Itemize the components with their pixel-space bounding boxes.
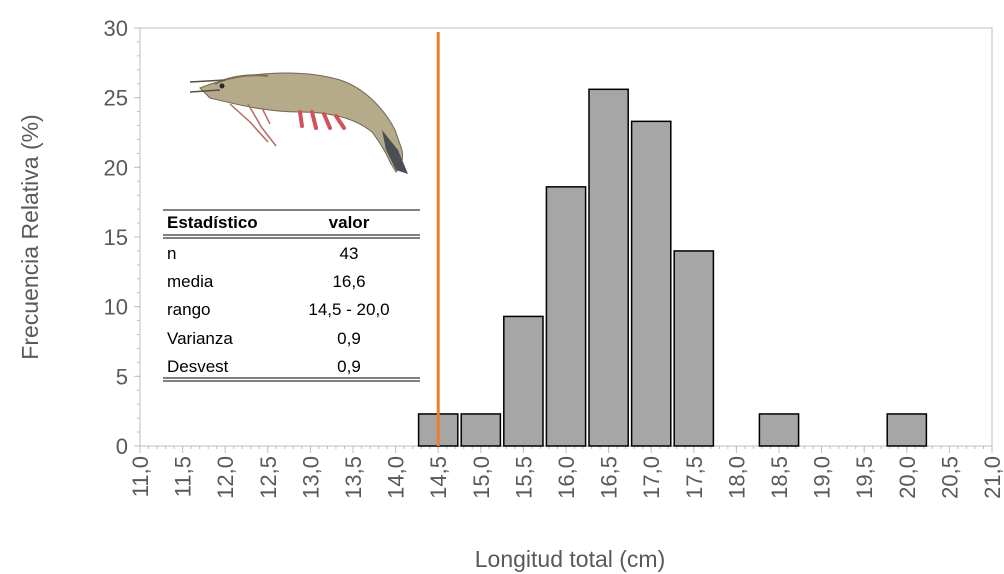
histogram-bar	[673, 250, 715, 447]
stats-label-media: media	[167, 272, 214, 291]
histogram-bar	[588, 88, 629, 447]
x-tick-label: 15,5	[511, 456, 536, 499]
x-tick-label: 17,0	[639, 456, 664, 499]
x-tick-label: 14,5	[426, 456, 451, 499]
x-tick-label: 11,5	[171, 456, 196, 497]
x-tick-label: 16,5	[597, 456, 622, 499]
x-tick-label: 21,0	[980, 456, 1004, 499]
histogram-bar	[630, 120, 672, 447]
x-tick-label: 18,0	[724, 456, 749, 499]
stats-value-media: 16,6	[332, 272, 365, 291]
stats-value-n: 43	[340, 244, 359, 263]
y-tick-label: 20	[104, 155, 128, 180]
x-axis-title: Longitud total (cm)	[475, 546, 665, 572]
stats-label-varianza: Varianza	[167, 329, 233, 348]
histogram-bar	[545, 186, 587, 447]
y-tick-label: 10	[104, 295, 128, 320]
y-tick-label: 30	[104, 16, 128, 41]
histogram-bar	[503, 315, 544, 447]
x-tick-label: 17,5	[682, 456, 707, 499]
histogram-bar	[886, 413, 928, 447]
y-tick-label: 0	[116, 434, 128, 459]
x-tick-label: 16,0	[554, 456, 579, 499]
x-tick-label: 15,0	[469, 456, 494, 499]
x-tick-label: 20,5	[937, 456, 962, 499]
stats-value-rango: 14,5 - 20,0	[308, 300, 389, 319]
stats-header-statistic: Estadístico	[167, 213, 258, 232]
x-tick-label: 13,5	[341, 456, 366, 499]
stats-label-rango: rango	[167, 300, 210, 319]
shrimp-image	[189, 72, 408, 174]
x-tick-label: 11,0	[128, 456, 153, 497]
stats-label-desvest: Desvest	[167, 357, 229, 376]
x-tick-label: 20,0	[895, 456, 920, 499]
x-tick-label: 19,0	[810, 456, 835, 499]
y-axis-title: Frecuencia Relativa (%)	[17, 114, 43, 359]
stats-value-desvest: 0,9	[337, 357, 361, 376]
stats-table: Estadístico valor n 43 media 16,6 rango …	[163, 209, 420, 382]
stats-value-varianza: 0,9	[337, 329, 361, 348]
x-tick-label: 19,5	[852, 456, 877, 499]
stats-header-value: valor	[329, 213, 370, 232]
histogram-bar	[460, 413, 502, 447]
y-tick-label: 15	[104, 225, 128, 250]
y-tick-label: 5	[116, 364, 128, 389]
x-tick-label: 13,0	[298, 456, 323, 499]
x-tick-label: 12,0	[213, 456, 238, 499]
x-tick-label: 12,5	[256, 456, 281, 499]
y-tick-label: 25	[104, 86, 128, 111]
stats-label-n: n	[167, 244, 176, 263]
x-tick-label: 18,5	[767, 456, 792, 499]
bars	[417, 88, 928, 447]
histogram-bar	[758, 413, 800, 447]
y-axis: 0 5 10 15 20 25 30	[104, 16, 141, 459]
x-tick-label: 14,0	[384, 456, 409, 499]
